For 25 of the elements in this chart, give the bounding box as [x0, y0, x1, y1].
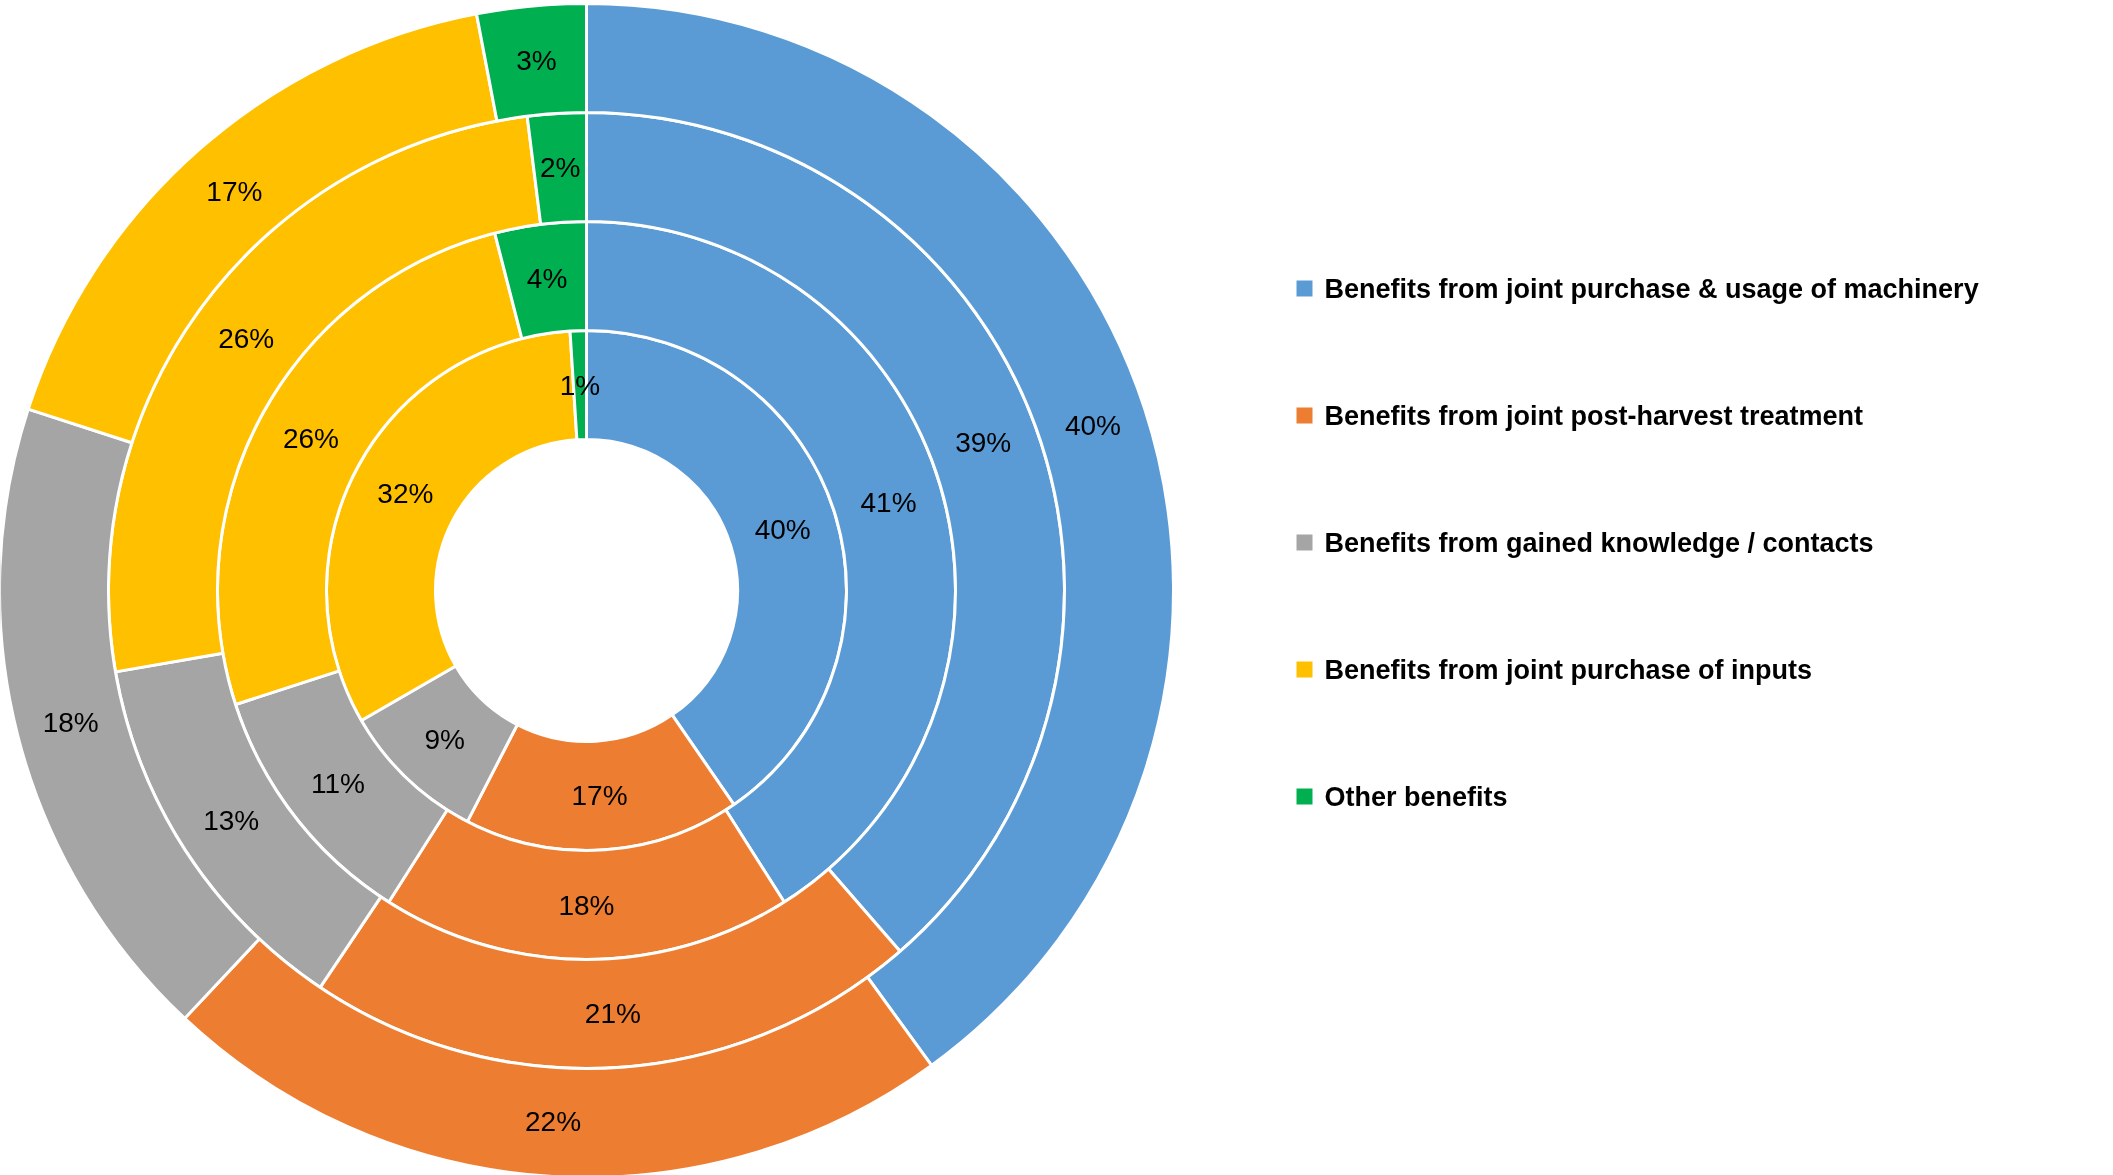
data-label: 13%	[203, 805, 260, 837]
data-label: 17%	[571, 780, 628, 812]
data-label: 40%	[1064, 410, 1121, 442]
data-label: 11%	[311, 767, 365, 799]
legend-label: Other benefits	[1324, 781, 1508, 812]
legend-label: Benefits from gained knowledge / contacts	[1324, 527, 1874, 558]
data-label: 1%	[559, 369, 601, 401]
data-label: 3%	[516, 44, 557, 76]
data-label: 39%	[955, 426, 1012, 458]
data-label: 9%	[424, 723, 465, 755]
data-label: 4%	[526, 262, 568, 294]
legend-label: Benefits from joint purchase & usage of machinery	[1324, 273, 1979, 304]
data-label: 18%	[558, 889, 615, 921]
data-label: 40%	[754, 513, 811, 545]
data-label: 21%	[584, 997, 641, 1029]
data-label: 41%	[860, 487, 917, 519]
legend-label: Benefits from joint purchase of inputs	[1324, 654, 1813, 685]
data-label: 26%	[282, 423, 339, 455]
data-label: 32%	[377, 477, 434, 509]
data-label: 22%	[525, 1106, 582, 1138]
legend-label: Benefits from joint post-harvest treatment	[1324, 400, 1864, 431]
data-label: 2%	[539, 152, 581, 184]
data-label: 26%	[218, 322, 275, 354]
data-label: 17%	[206, 175, 263, 207]
data-label: 18%	[42, 707, 99, 739]
